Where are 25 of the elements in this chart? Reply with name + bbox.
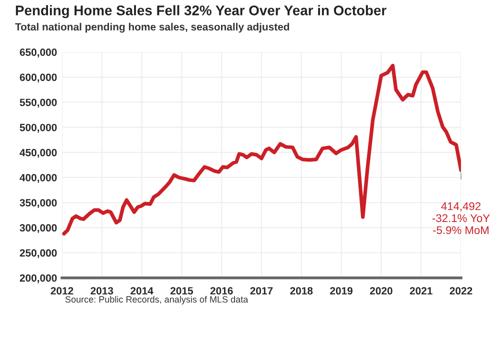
- x-tick-label: 2022: [450, 287, 472, 295]
- chart-title: Pending Home Sales Fell 32% Year Over Year in October: [16, 5, 386, 18]
- y-tick-label: 250,000: [20, 249, 57, 258]
- y-tick-label: 550,000: [20, 98, 57, 108]
- y-tick-label: 500,000: [20, 124, 57, 133]
- x-tick-label: 2012: [50, 287, 74, 295]
- source-note: Source: Public Records, analysis of MLS data: [65, 296, 248, 304]
- chart-subtitle: Total national pending home sales, seasonally adjusted: [15, 22, 290, 33]
- x-tick-label: 2019: [330, 287, 352, 295]
- x-tick-label: 2021: [410, 287, 432, 295]
- y-tick-label: 650,000: [20, 48, 57, 58]
- y-tick-label: 200,000: [20, 274, 57, 284]
- x-tick-label: 2016: [210, 287, 233, 295]
- y-tick-label: 300,000: [20, 224, 57, 234]
- annotation: 414,492 -32.1% YoY -5.9% MoM: [432, 202, 490, 234]
- y-tick-label: 400,000: [20, 174, 57, 183]
- x-tick-label: 2015: [170, 287, 193, 295]
- x-tick-label: 2020: [370, 287, 392, 295]
- y-tick-label: 600,000: [20, 74, 57, 83]
- x-tick-label: 2013: [90, 287, 114, 295]
- y-tick-label: 350,000: [20, 199, 57, 208]
- x-tick-label: 2014: [130, 287, 154, 295]
- x-tick-label: 2017: [250, 287, 273, 295]
- x-tick-label: 2018: [290, 287, 313, 295]
- y-tick-label: 450,000: [20, 148, 57, 158]
